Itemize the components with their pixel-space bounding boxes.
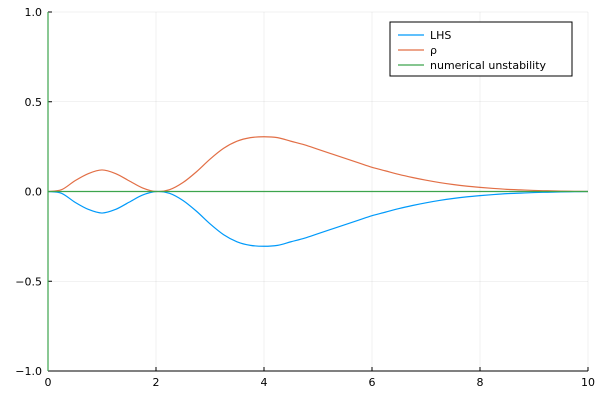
y-tick-label: 0.0 (25, 186, 43, 199)
x-tick-label: 4 (261, 376, 268, 389)
tick-labels: 0 2 4 6 8 10 −1.0 −0.5 0.0 0.5 1.0 (15, 6, 595, 389)
x-tick-label: 6 (369, 376, 376, 389)
series-line-0 (47, 190, 589, 247)
series-lines (47, 12, 589, 371)
x-tick-label: 8 (477, 376, 484, 389)
legend-label: numerical unstability (430, 59, 547, 72)
legend: LHS ρ numerical unstability (389, 21, 573, 77)
y-tick-label: −0.5 (15, 275, 42, 288)
series-line-1 (47, 136, 589, 193)
y-tick-label: 0.5 (25, 96, 43, 109)
legend-box (389, 21, 573, 77)
legend-label: ρ (430, 44, 437, 57)
legend-label: LHS (430, 29, 451, 42)
x-tick-label: 2 (153, 376, 160, 389)
y-tick-label: 1.0 (25, 6, 43, 19)
x-tick-label: 0 (45, 376, 52, 389)
y-tick-label: −1.0 (15, 365, 42, 378)
x-tick-label: 10 (581, 376, 595, 389)
